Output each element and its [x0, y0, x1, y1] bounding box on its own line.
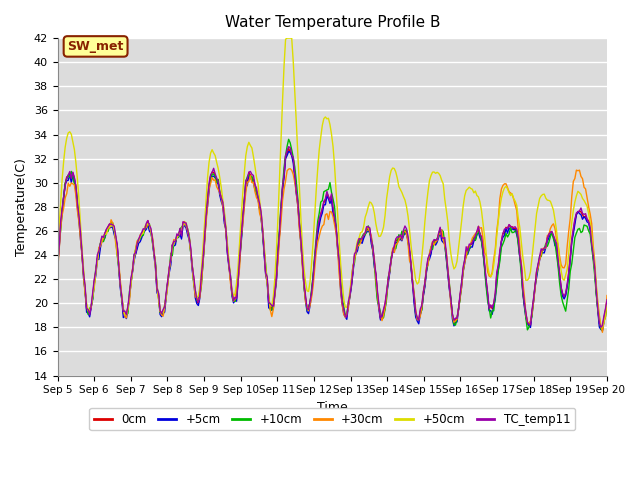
+5cm: [574, 209, 582, 215]
TC_temp11: [285, 144, 292, 150]
TC_temp11: [603, 297, 611, 302]
+5cm: [296, 223, 303, 228]
+10cm: [296, 217, 303, 223]
+30cm: [574, 168, 582, 174]
+10cm: [285, 136, 292, 142]
TC_temp11: [218, 195, 225, 201]
+5cm: [121, 313, 129, 319]
+30cm: [236, 264, 243, 270]
0cm: [218, 196, 225, 202]
Line: +5cm: +5cm: [58, 152, 607, 331]
TC_temp11: [296, 220, 303, 226]
+10cm: [598, 327, 606, 333]
+5cm: [236, 257, 243, 263]
TC_temp11: [597, 324, 605, 330]
Line: TC_temp11: TC_temp11: [58, 147, 607, 327]
+30cm: [54, 270, 61, 276]
0cm: [54, 262, 61, 268]
0cm: [296, 221, 303, 227]
+50cm: [245, 139, 253, 145]
+50cm: [296, 186, 303, 192]
+10cm: [54, 263, 61, 268]
+10cm: [574, 227, 582, 232]
Text: SW_met: SW_met: [67, 40, 124, 53]
+10cm: [236, 257, 243, 263]
+5cm: [603, 301, 611, 307]
+50cm: [218, 185, 225, 191]
+30cm: [603, 293, 611, 299]
+30cm: [286, 166, 294, 171]
+30cm: [245, 179, 253, 184]
0cm: [285, 145, 292, 151]
Line: +50cm: +50cm: [58, 38, 607, 327]
+5cm: [54, 263, 61, 269]
+5cm: [285, 149, 292, 155]
0cm: [603, 298, 611, 303]
+10cm: [245, 171, 253, 177]
+5cm: [245, 172, 253, 178]
+30cm: [598, 329, 606, 335]
+5cm: [598, 328, 606, 334]
+5cm: [218, 199, 225, 204]
0cm: [245, 169, 253, 175]
+10cm: [603, 304, 611, 310]
Line: 0cm: 0cm: [58, 148, 607, 327]
Line: +10cm: +10cm: [58, 139, 607, 330]
+50cm: [121, 312, 129, 318]
Title: Water Temperature Profile B: Water Temperature Profile B: [225, 15, 440, 30]
0cm: [236, 256, 243, 262]
+30cm: [218, 195, 225, 201]
TC_temp11: [574, 209, 582, 215]
TC_temp11: [121, 308, 129, 314]
+50cm: [284, 35, 291, 41]
TC_temp11: [54, 261, 61, 266]
0cm: [574, 209, 582, 215]
+50cm: [574, 189, 582, 194]
+30cm: [296, 227, 303, 233]
0cm: [121, 311, 129, 316]
+50cm: [236, 239, 243, 245]
+50cm: [54, 249, 61, 254]
Line: +30cm: +30cm: [58, 168, 607, 332]
X-axis label: Time: Time: [317, 401, 348, 414]
TC_temp11: [236, 254, 243, 260]
Legend: 0cm, +5cm, +10cm, +30cm, +50cm, TC_temp11: 0cm, +5cm, +10cm, +30cm, +50cm, TC_temp1…: [89, 408, 575, 431]
TC_temp11: [245, 169, 253, 175]
+10cm: [121, 312, 129, 317]
Y-axis label: Temperature(C): Temperature(C): [15, 158, 28, 256]
+10cm: [218, 195, 225, 201]
+50cm: [603, 298, 611, 303]
+50cm: [598, 324, 606, 330]
0cm: [597, 324, 605, 330]
+30cm: [121, 313, 129, 319]
